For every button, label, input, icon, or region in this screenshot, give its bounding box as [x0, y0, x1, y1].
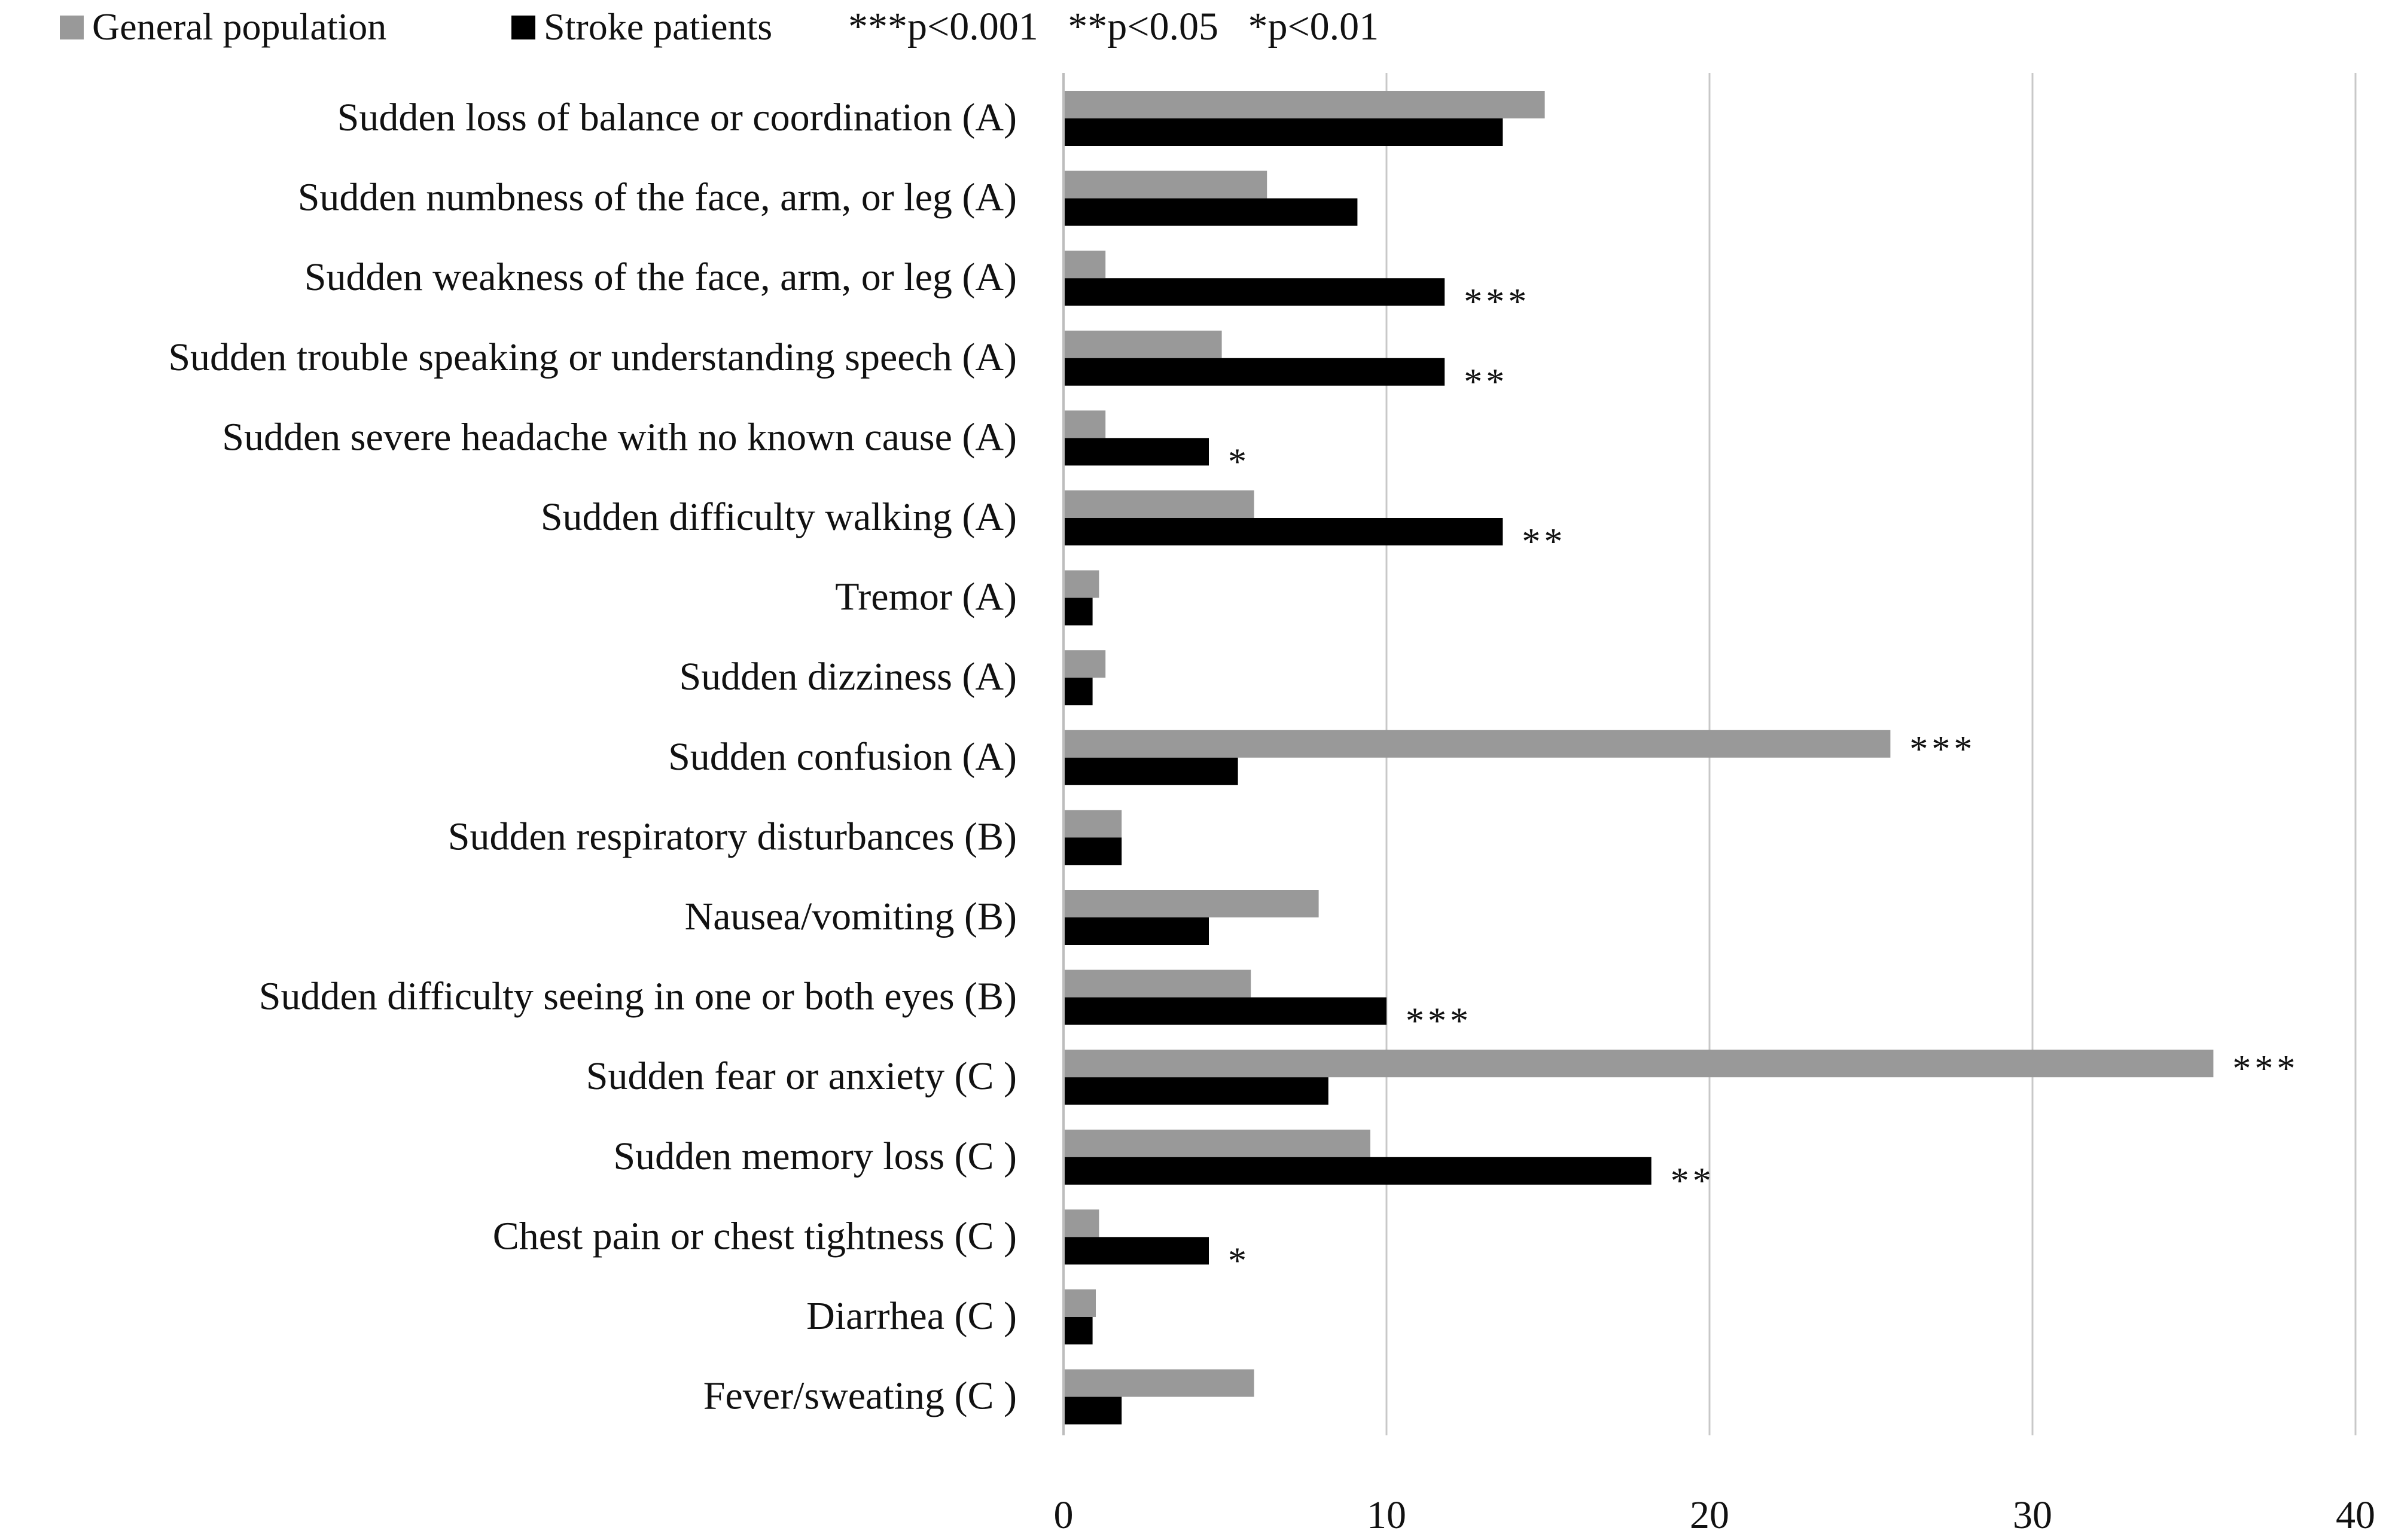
bar-stroke-patients [1064, 837, 1122, 865]
bar-stroke-patients [1064, 1317, 1093, 1344]
category-label: Sudden trouble speaking or understanding… [168, 336, 1017, 379]
bar-stroke-patients [1064, 1077, 1328, 1105]
bar-general-population [1064, 1369, 1254, 1397]
x-tick-labels: 0 10 20 30 40 [1054, 1493, 2376, 1537]
category-label: Sudden difficulty walking (A) [541, 495, 1017, 539]
bar-stroke-patients [1064, 997, 1386, 1025]
significance-marker: *** [1464, 282, 1530, 322]
bar-stroke-patients [1064, 597, 1093, 626]
x-tick-label: 40 [2336, 1493, 2375, 1537]
bar-general-population [1064, 810, 1122, 838]
x-tick-label: 20 [1690, 1493, 1729, 1537]
significance-legend: ***p<0.001 **p<0.05 *p<0.01 [848, 5, 1379, 48]
category-label: Chest pain or chest tightness (C ) [493, 1214, 1017, 1258]
bar-general-population [1064, 650, 1106, 678]
category-label: Sudden fear or anxiety (C ) [586, 1054, 1017, 1098]
category-label: Tremor (A) [835, 575, 1017, 619]
bar-stroke-patients [1064, 358, 1445, 386]
significance-marker: ** [1671, 1161, 1715, 1201]
bar-general-population [1064, 330, 1222, 358]
significance-marker: ** [1522, 522, 1566, 562]
bar-stroke-patients [1064, 518, 1503, 545]
category-label: Sudden loss of balance or coordination (… [337, 96, 1017, 139]
legend-swatch [511, 16, 535, 39]
bar-general-population [1064, 1050, 2214, 1078]
category-label: Diarrhea (C ) [806, 1294, 1017, 1338]
bar-stroke-patients [1064, 1237, 1209, 1265]
bar-general-population [1064, 410, 1106, 438]
category-label: Sudden respiratory disturbances (B) [448, 815, 1017, 858]
bar-general-population [1064, 890, 1319, 917]
bar-general-population [1064, 490, 1254, 518]
significance-markers: ******************** [1228, 282, 2299, 1281]
category-label: Sudden weakness of the face, arm, or leg… [304, 255, 1017, 299]
legend-label: General population [92, 5, 386, 48]
category-label: Sudden memory loss (C ) [613, 1135, 1017, 1178]
bar-general-population [1064, 730, 1891, 758]
bar-stroke-patients [1064, 438, 1209, 466]
category-label: Fever/sweating (C ) [703, 1374, 1017, 1418]
bar-general-population [1064, 1209, 1099, 1237]
category-label: Sudden numbness of the face, arm, or leg… [298, 176, 1017, 219]
bar-stroke-patients [1064, 1396, 1122, 1425]
bar-stroke-patients [1064, 278, 1445, 306]
category-label: Sudden difficulty seeing in one or both … [259, 975, 1017, 1018]
bar-general-population [1064, 969, 1251, 998]
category-label: Sudden dizziness (A) [679, 655, 1017, 699]
significance-marker: *** [1909, 729, 1976, 770]
x-tick-label: 0 [1054, 1493, 1074, 1537]
legend: General population Stroke patients ***p<0.… [60, 5, 1379, 48]
significance-marker: ** [1464, 362, 1508, 402]
bar-general-population [1064, 170, 1267, 199]
category-label: Nausea/vomiting (B) [685, 895, 1017, 938]
category-label: Sudden confusion (A) [668, 735, 1017, 779]
bar-general-population [1064, 1289, 1096, 1317]
bars [1064, 91, 2214, 1425]
category-labels: Sudden loss of balance or coordination (… [168, 96, 1017, 1418]
bar-general-population [1064, 91, 1545, 118]
bar-stroke-patients [1064, 1157, 1651, 1185]
significance-marker: * [1228, 1240, 1250, 1281]
bar-stroke-patients [1064, 917, 1209, 945]
bar-stroke-patients [1064, 198, 1358, 226]
x-tick-label: 10 [1367, 1493, 1406, 1537]
significance-marker: * [1228, 441, 1250, 482]
bar-stroke-patients [1064, 757, 1238, 785]
legend-label: Stroke patients [544, 5, 772, 48]
significance-marker: *** [1406, 1001, 1472, 1042]
bar-stroke-patients [1064, 118, 1503, 146]
legend-swatch [60, 16, 84, 39]
bar-general-population [1064, 251, 1106, 279]
bar-stroke-patients [1064, 678, 1093, 706]
bar-general-population [1064, 1129, 1370, 1157]
bar-general-population [1064, 570, 1099, 598]
category-label: Sudden severe headache with no known cau… [222, 415, 1017, 459]
significance-marker: *** [2232, 1048, 2299, 1089]
x-tick-label: 30 [2013, 1493, 2052, 1537]
